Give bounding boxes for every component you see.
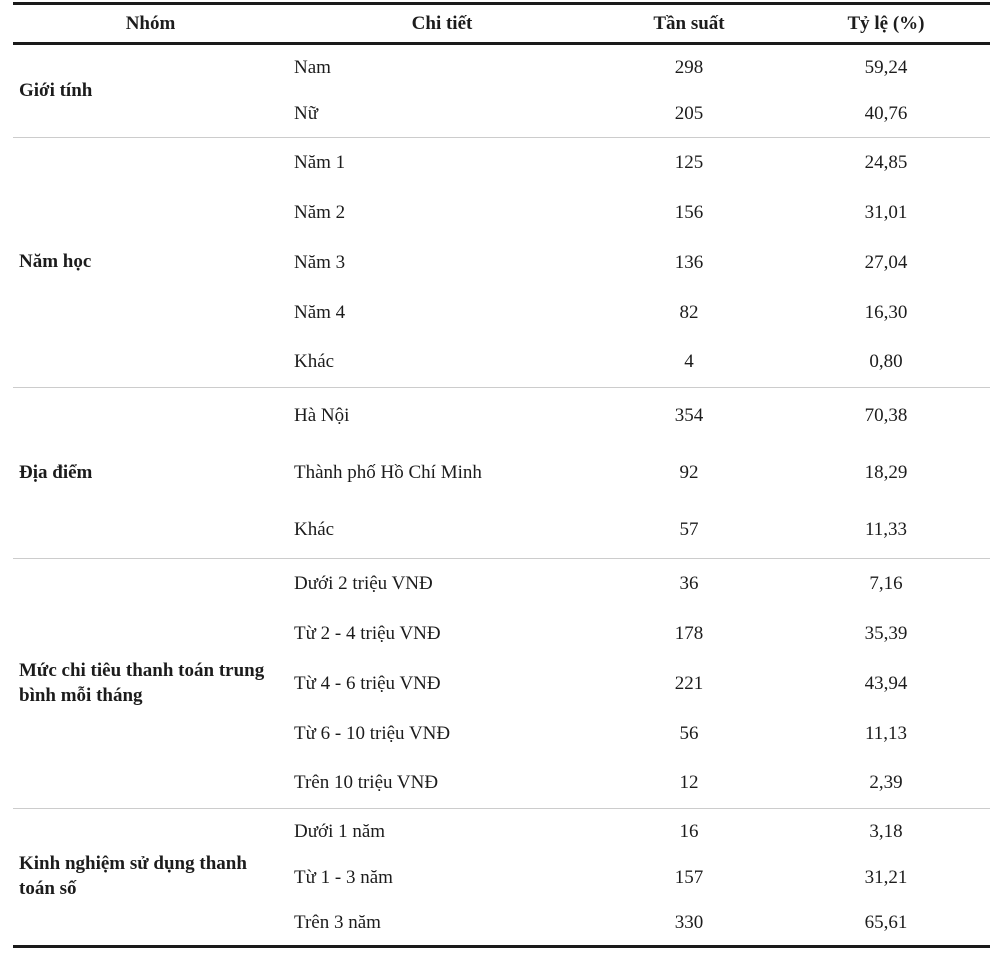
table-row: Khác 57 11,33 xyxy=(13,502,990,559)
cell-percent: 59,24 xyxy=(864,56,908,78)
cell-frequency: 157 xyxy=(674,866,704,888)
cell-detail: Từ 2 - 4 triệu VNĐ xyxy=(294,622,441,644)
cell-detail: Từ 1 - 3 năm xyxy=(294,866,393,888)
cell-frequency: 205 xyxy=(674,102,704,124)
cell-percent: 2,39 xyxy=(869,772,903,794)
cell-percent: 0,80 xyxy=(869,351,903,373)
section-academic-year: Năm học Năm 1 125 24,85 Năm 2 156 31,01 … xyxy=(13,138,990,388)
section-location: Địa điểm Hà Nội 354 70,38 Thành phố Hồ C… xyxy=(13,388,990,559)
cell-percent: 65,61 xyxy=(864,911,908,933)
cell-detail: Thành phố Hồ Chí Minh xyxy=(294,462,482,483)
cell-frequency: 298 xyxy=(674,56,704,78)
cell-detail: Khác xyxy=(294,351,335,373)
group-label-payment-experience: Kinh nghiệm sử dụng thanh toán số xyxy=(19,853,247,899)
cell-detail: Dưới 2 triệu VNĐ xyxy=(294,572,433,594)
table-row: Từ 6 - 10 triệu VNĐ 56 11,13 xyxy=(13,709,990,759)
table-row: Khác 4 0,80 xyxy=(13,338,990,388)
cell-percent: 24,85 xyxy=(864,151,908,173)
cell-frequency: 92 xyxy=(679,462,699,483)
cell-percent: 31,21 xyxy=(864,866,908,888)
table-row: Nữ 205 40,76 xyxy=(13,91,990,138)
table-row: Địa điểm Hà Nội 354 70,38 xyxy=(13,388,990,482)
cell-percent: 16,30 xyxy=(864,301,908,323)
cell-frequency: 56 xyxy=(679,722,699,744)
cell-frequency: 136 xyxy=(674,251,704,273)
table-row: Từ 1 - 3 năm 157 31,21 xyxy=(13,855,990,901)
table-row: Giới tính Nam 298 59,24 xyxy=(13,44,990,101)
table-row: Năm học Năm 1 125 24,85 xyxy=(13,138,990,272)
cell-percent: 70,38 xyxy=(864,405,908,427)
cell-frequency: 4 xyxy=(684,351,694,373)
cell-frequency: 36 xyxy=(679,572,699,594)
table-row: Mức chi tiêu thanh toán trung bình mỗi t… xyxy=(13,559,990,706)
header-percent: Tỷ lệ (%) xyxy=(782,2,990,45)
table-row: Trên 3 năm 330 65,61 xyxy=(13,901,990,947)
cell-frequency: 221 xyxy=(674,672,704,694)
cell-frequency: 156 xyxy=(674,201,704,223)
cell-detail: Nam xyxy=(294,56,331,78)
cell-percent: 27,04 xyxy=(864,251,908,273)
cell-frequency: 16 xyxy=(679,820,699,842)
cell-percent: 35,39 xyxy=(864,622,908,644)
cell-percent: 11,33 xyxy=(864,518,908,540)
cell-percent: 18,29 xyxy=(864,462,908,483)
table-row: Năm 2 156 31,01 xyxy=(13,188,990,238)
group-label-gender: Giới tính xyxy=(19,79,93,101)
section-gender: Giới tính Nam 298 59,24 Nữ 205 40,76 xyxy=(13,44,990,138)
cell-frequency: 178 xyxy=(674,622,704,644)
header-frequency: Tần suất xyxy=(596,2,782,45)
section-monthly-spending: Mức chi tiêu thanh toán trung bình mỗi t… xyxy=(13,559,990,809)
cell-frequency: 354 xyxy=(674,405,704,427)
cell-detail: Năm 3 xyxy=(294,251,346,273)
cell-detail: Năm 2 xyxy=(294,201,346,223)
cell-detail: Hà Nội xyxy=(294,405,350,427)
table-row: Thành phố Hồ Chí Minh 92 18,29 xyxy=(13,445,990,502)
table-row: Năm 4 82 16,30 xyxy=(13,288,990,338)
cell-percent: 43,94 xyxy=(864,672,908,694)
cell-percent: 31,01 xyxy=(864,201,908,223)
cell-detail: Khác xyxy=(294,518,335,540)
header-detail: Chi tiết xyxy=(288,2,596,45)
cell-detail: Từ 4 - 6 triệu VNĐ xyxy=(294,672,441,694)
table-row: Năm 3 136 27,04 xyxy=(13,238,990,288)
cell-frequency: 57 xyxy=(679,518,699,540)
cell-percent: 3,18 xyxy=(869,820,903,842)
table-row: Từ 2 - 4 triệu VNĐ 178 35,39 xyxy=(13,609,990,659)
header-group: Nhóm xyxy=(13,2,288,45)
cell-percent: 7,16 xyxy=(869,572,903,594)
cell-detail: Năm 4 xyxy=(294,301,346,323)
cell-detail: Dưới 1 năm xyxy=(294,820,386,842)
section-payment-experience: Kinh nghiệm sử dụng thanh toán số Dưới 1… xyxy=(13,809,990,947)
cell-detail: Từ 6 - 10 triệu VNĐ xyxy=(294,722,451,744)
group-label-monthly-spending: Mức chi tiêu thanh toán trung bình mỗi t… xyxy=(19,659,265,706)
cell-frequency: 12 xyxy=(679,772,699,794)
table-row: Trên 10 triệu VNĐ 12 2,39 xyxy=(13,759,990,809)
table-row: Từ 4 - 6 triệu VNĐ 221 43,94 xyxy=(13,659,990,709)
cell-frequency: 82 xyxy=(679,301,699,323)
table-row: Kinh nghiệm sử dụng thanh toán số Dưới 1… xyxy=(13,809,990,899)
group-label-academic-year: Năm học xyxy=(19,251,92,273)
cell-detail: Năm 1 xyxy=(294,151,346,173)
header-row: Nhóm Chi tiết Tần suất Tỷ lệ (%) xyxy=(13,2,990,45)
demographics-table: Nhóm Chi tiết Tần suất Tỷ lệ (%) Giới tí… xyxy=(13,2,990,948)
cell-detail: Nữ xyxy=(294,102,319,124)
table-header: Nhóm Chi tiết Tần suất Tỷ lệ (%) xyxy=(13,2,990,45)
cell-detail: Trên 3 năm xyxy=(294,911,381,933)
cell-percent: 11,13 xyxy=(864,722,908,744)
cell-frequency: 330 xyxy=(674,911,704,933)
group-label-location: Địa điểm xyxy=(19,461,93,483)
cell-percent: 40,76 xyxy=(864,102,908,124)
cell-detail: Trên 10 triệu VNĐ xyxy=(294,772,439,794)
cell-frequency: 125 xyxy=(674,151,704,173)
